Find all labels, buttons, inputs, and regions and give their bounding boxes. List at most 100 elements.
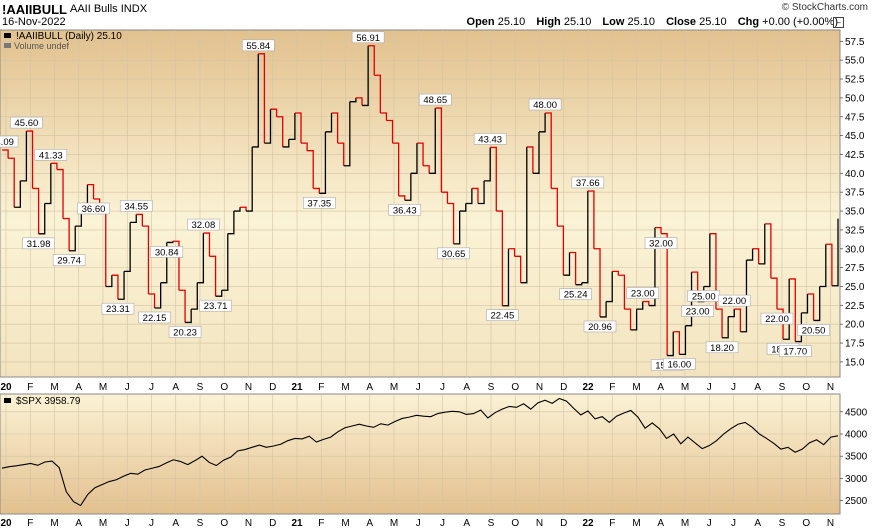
x-tick-label: O [511,382,519,393]
x-tick-label: A [657,518,664,529]
x-tick-label: S [197,518,204,529]
value-callout: 48.65 [423,95,447,106]
bulls-step-segment [130,214,137,224]
bulls-step-segment [178,289,186,323]
bulls-y-axis: 15.0 17.5 20.0 22.5 25.0 27.5 30.0 32.5 35.0 37.5… [840,37,865,368]
bulls-step-segment [630,309,638,331]
value-callout-box [187,218,220,231]
x-tick-label: J [149,382,154,393]
value-callout: 20.96 [588,322,612,333]
bulls-step-segment [490,146,497,212]
value-callout-box [303,197,336,209]
bulls-step-segment [136,213,143,227]
y-tick-label: 57.5 [845,37,865,48]
bulls-step-segment [2,149,9,159]
bulls-step-segment [770,277,778,310]
bulls-step-segment [239,206,247,212]
bulls-step-segment [477,180,485,205]
bulls-step-segment [551,187,558,227]
bulls-step-segment [87,183,95,199]
bulls-step-segment [215,290,223,297]
spx-line [1,397,839,507]
x-tick-label: J [731,382,736,393]
stockcharts-credit[interactable]: © StockCharts.com [781,2,868,13]
bulls-step-segment [252,53,259,148]
x-tick-label: D [269,382,276,393]
bulls-step-segment [319,131,327,194]
value-callout: 22.00 [765,314,789,325]
x-tick-label: A [172,382,179,393]
volume-note: Volume undef [14,41,70,51]
value-callout: 23.31 [106,304,130,315]
bulls-step-segment [429,108,436,174]
zoom-icon[interactable]: – [833,17,844,28]
bulls-step-segment [789,278,796,342]
x-tick-label: 20 [0,518,12,529]
bulls-step-segment [325,112,333,133]
bulls-step-segment [447,202,455,244]
high-label: High [536,16,561,28]
value-callout: 22.00 [722,296,746,307]
value-callout: 43.43 [478,134,502,145]
x-tick-label: 20 [0,382,12,393]
bulls-step-segment [764,223,772,279]
y-tick-label: 15.0 [845,357,865,368]
value-callout-box [150,246,184,258]
value-callout: 17.70 [783,347,807,358]
value-callout: 56.91 [356,33,380,44]
value-callout: 45.60 [15,118,39,129]
bulls-step-segment [282,139,290,148]
x-tick-label: J [149,518,154,529]
value-callout: 18.20 [710,343,734,354]
bulls-step-segment [398,195,406,201]
bulls-step-segment [819,244,827,288]
bulls-step-segment [795,312,803,343]
bulls-legend: !AAIIBULL (Daily) 25.10 [16,31,122,42]
y-tick-label: 40.0 [845,169,865,180]
y-tick-label: 4500 [845,407,868,418]
bulls-step-segment [63,217,70,251]
bulls-x-axis: 20 F M A M J J A S O N D 21 F M A M J J A S O N D 22 F M A M J J A S O N [0,382,834,393]
x-tick-label: A [172,518,179,529]
x-tick-label: M [632,518,640,529]
chart-header: !AAIIBULL AAII Bulls INDX 16-Nov-2022 © … [0,0,872,30]
x-tick-label: 21 [291,382,303,393]
value-callout: 23.00 [631,289,655,300]
bulls-step-segment [26,130,34,189]
bulls-step-segment [172,240,180,291]
bulls-step-segment [124,222,131,273]
bulls-step-segment [142,225,150,295]
bulls-step-segment [50,162,58,170]
bulls-step-segment [270,108,278,117]
bulls-step-segment [612,270,619,276]
bulls-step-segment [209,255,217,297]
value-callout: 20.50 [802,325,826,336]
x-tick-label: S [197,382,204,393]
value-callout-box [418,93,452,106]
value-callout: 48.00 [533,100,557,111]
y-tick-label: 27.5 [845,263,865,274]
bulls-step-segment [301,142,308,151]
value-callout: 36.60 [82,204,106,215]
bulls-step-segment [776,308,784,340]
bulls-step-segment [435,107,443,193]
chg-label: Chg [737,16,760,28]
symbol-name: AAII Bulls [70,3,118,15]
value-callout: 32.00 [649,239,673,250]
bulls-step-segment [709,233,717,310]
x-tick-label: J [125,518,130,529]
bulls-step-segment [703,233,711,288]
x-tick-label: O [220,518,228,529]
bulls-step-segment [380,112,388,121]
value-callout-box [778,345,812,357]
y-tick-label: 3500 [845,452,868,463]
bulls-step-segment [355,97,363,106]
value-callout: 32.08 [191,220,215,231]
bulls-step-segment [441,191,449,204]
value-callout: 25.24 [564,290,588,301]
value-callout: 30.84 [155,247,179,258]
bulls-step-segment [288,112,296,141]
x-tick-label: S [488,382,495,393]
x-tick-label: A [754,382,761,393]
